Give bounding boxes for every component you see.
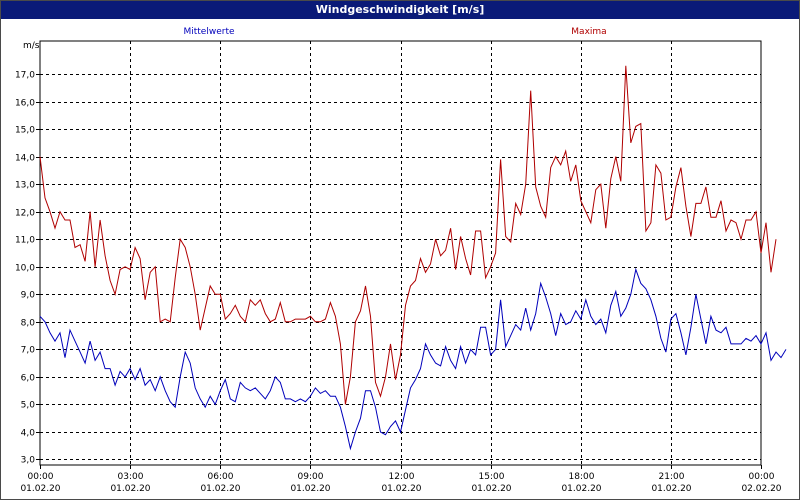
x-tick-time-label: 00:00 bbox=[28, 472, 54, 482]
y-tick-label: 4,0 bbox=[21, 429, 36, 439]
x-tick-time-label: 06:00 bbox=[208, 472, 234, 482]
y-tick-label: 13,0 bbox=[15, 181, 35, 191]
x-tick-date-label: 02.02.20 bbox=[741, 484, 781, 494]
x-tick-date-label: 01.02.20 bbox=[20, 484, 60, 494]
x-tick-time-label: 03:00 bbox=[118, 472, 144, 482]
y-tick-label: 12,0 bbox=[15, 209, 35, 219]
x-tick-time-label: 18:00 bbox=[569, 472, 595, 482]
y-tick-label: 15,0 bbox=[15, 126, 35, 136]
y-axis: 3,0 4,0 5,0 6,0 7,0 8,0 9,0 10,0 11,0 12,0 13,0 14,… bbox=[15, 71, 40, 466]
y-tick-label: 5,0 bbox=[21, 401, 36, 411]
plot-area bbox=[39, 40, 762, 466]
x-tick-time-label: 00:00 bbox=[749, 472, 775, 482]
y-tick-label: 6,0 bbox=[21, 374, 36, 384]
x-tick-date-label: 01.02.20 bbox=[290, 484, 330, 494]
y-tick-label: 11,0 bbox=[15, 236, 35, 246]
wind-speed-chart: 3,0 4,0 5,0 6,0 7,0 8,0 9,0 10,0 11,0 12,0 13,0 14,… bbox=[15, 27, 787, 494]
x-tick-time-label: 09:00 bbox=[298, 472, 324, 482]
legend-maxima: Maxima bbox=[571, 27, 606, 37]
y-axis-unit-label: m/s bbox=[23, 41, 40, 51]
x-tick-date-label: 01.02.20 bbox=[200, 484, 240, 494]
y-tick-label: 9,0 bbox=[21, 291, 36, 301]
x-tick-time-label: 12:00 bbox=[389, 472, 415, 482]
window-titlebar: Windgeschwindigkeit [m/s] bbox=[1, 1, 799, 19]
series-lines bbox=[39, 65, 787, 451]
x-tick-date-label: 01.02.20 bbox=[381, 484, 421, 494]
y-tick-label: 17,0 bbox=[15, 71, 35, 81]
y-tick-label: 7,0 bbox=[21, 346, 36, 356]
y-tick-label: 10,0 bbox=[15, 264, 35, 274]
series-line-mittelwerte bbox=[39, 267, 787, 451]
y-tick-label: 8,0 bbox=[21, 319, 36, 329]
y-tick-label: 3,0 bbox=[21, 456, 36, 466]
x-tick-date-label: 01.02.20 bbox=[110, 484, 150, 494]
x-tick-date-label: 01.02.20 bbox=[651, 484, 691, 494]
x-tick-date-label: 01.02.20 bbox=[471, 484, 511, 494]
x-tick-time-label: 15:00 bbox=[479, 472, 505, 482]
x-tick-date-label: 01.02.20 bbox=[561, 484, 601, 494]
legend-mittelwerte: Mittelwerte bbox=[183, 27, 234, 37]
x-tick-time-label: 21:00 bbox=[659, 472, 685, 482]
y-tick-label: 16,0 bbox=[15, 99, 35, 109]
y-tick-label: 14,0 bbox=[15, 154, 35, 164]
series-line-maxima bbox=[39, 65, 777, 405]
x-axis: 00:00 01.02.20 03:00 01.02.20 06:00 01.02.20 0… bbox=[20, 465, 782, 494]
